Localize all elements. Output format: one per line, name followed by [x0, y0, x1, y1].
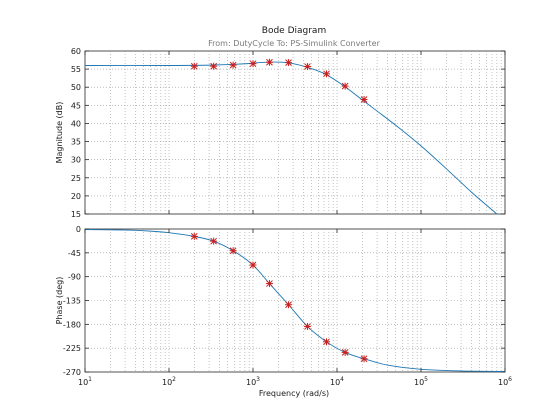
mag-y-tick-label: 25 — [71, 174, 81, 183]
ph-data-marker — [323, 338, 331, 346]
mag-data-marker — [229, 61, 237, 69]
ph-data-marker — [249, 261, 257, 269]
mag-data-marker — [265, 58, 273, 66]
mag-y-tick-label: 55 — [71, 65, 81, 74]
magnitude-y-axis-label: Magnitude (dB) — [55, 102, 64, 164]
ph-y-tick-label: -135 — [63, 297, 81, 306]
mag-y-tick-label: 40 — [71, 119, 81, 128]
mag-y-tick-label: 30 — [71, 156, 81, 165]
mag-data-marker — [210, 62, 218, 70]
mag-data-marker — [360, 96, 368, 104]
x-tick-label: 101 — [78, 376, 92, 387]
mag-data-marker — [341, 82, 349, 90]
phase-markers — [190, 232, 368, 363]
ph-y-tick-label: 0 — [76, 225, 81, 234]
mag-data-marker — [249, 60, 257, 68]
ph-data-marker — [285, 301, 293, 309]
phase-y-ticks: 0 -45 -90 -135 -180 -225 -270 — [63, 225, 505, 377]
ph-y-tick-label: -180 — [63, 320, 81, 329]
magnitude-y-ticks: 15 20 25 30 35 40 45 50 55 60 — [71, 47, 505, 219]
mag-y-tick-label: 45 — [71, 101, 81, 110]
ph-data-marker — [190, 232, 198, 240]
magnitude-plot-area — [84, 50, 506, 215]
magnitude-panel: 15 20 25 30 35 40 45 50 55 60 Magnitude (dB) — [55, 47, 506, 219]
x-tick-label: 104 — [330, 376, 344, 387]
mag-y-tick-label: 50 — [71, 83, 81, 92]
magnitude-markers — [190, 58, 368, 104]
ph-data-marker — [229, 247, 237, 255]
x-tick-label: 106 — [498, 376, 512, 387]
ph-data-marker — [341, 348, 349, 356]
mag-data-marker — [303, 63, 311, 71]
magnitude-grid — [85, 51, 505, 214]
x-tick-label: 102 — [162, 376, 176, 387]
ph-y-tick-label: -45 — [68, 249, 81, 258]
x-axis-label: Frequency (rad/s) — [259, 389, 329, 398]
ph-data-marker — [360, 355, 368, 363]
phase-panel: 0 -45 -90 -135 -180 -225 -270 Phase (deg) — [55, 225, 506, 377]
mag-data-marker — [285, 59, 293, 67]
x-tick-label: 105 — [414, 376, 428, 387]
ph-y-tick-label: -270 — [63, 368, 81, 377]
mag-data-marker — [190, 62, 198, 70]
mag-y-tick-label: 35 — [71, 138, 81, 147]
ph-data-marker — [303, 322, 311, 330]
chart-subtitle: From: DutyCycle To: PS-Simulink Converte… — [208, 39, 380, 48]
mag-y-tick-label: 20 — [71, 192, 81, 201]
ph-y-tick-label: -225 — [63, 344, 81, 353]
phase-grid — [85, 229, 505, 372]
x-tick-label: 103 — [246, 376, 260, 387]
mag-y-tick-label: 15 — [71, 210, 81, 219]
ph-data-marker — [265, 280, 273, 288]
ph-y-tick-label: -90 — [68, 273, 81, 282]
chart-title: Bode Diagram — [262, 26, 326, 36]
phase-curve — [84, 229, 506, 372]
phase-y-axis-label: Phase (deg) — [55, 277, 64, 325]
mag-data-marker — [323, 70, 331, 78]
frequency-x-ticks: 101 102 103 104 105 106 — [78, 51, 512, 387]
mag-y-tick-label: 60 — [71, 47, 81, 56]
ph-data-marker — [210, 237, 218, 245]
